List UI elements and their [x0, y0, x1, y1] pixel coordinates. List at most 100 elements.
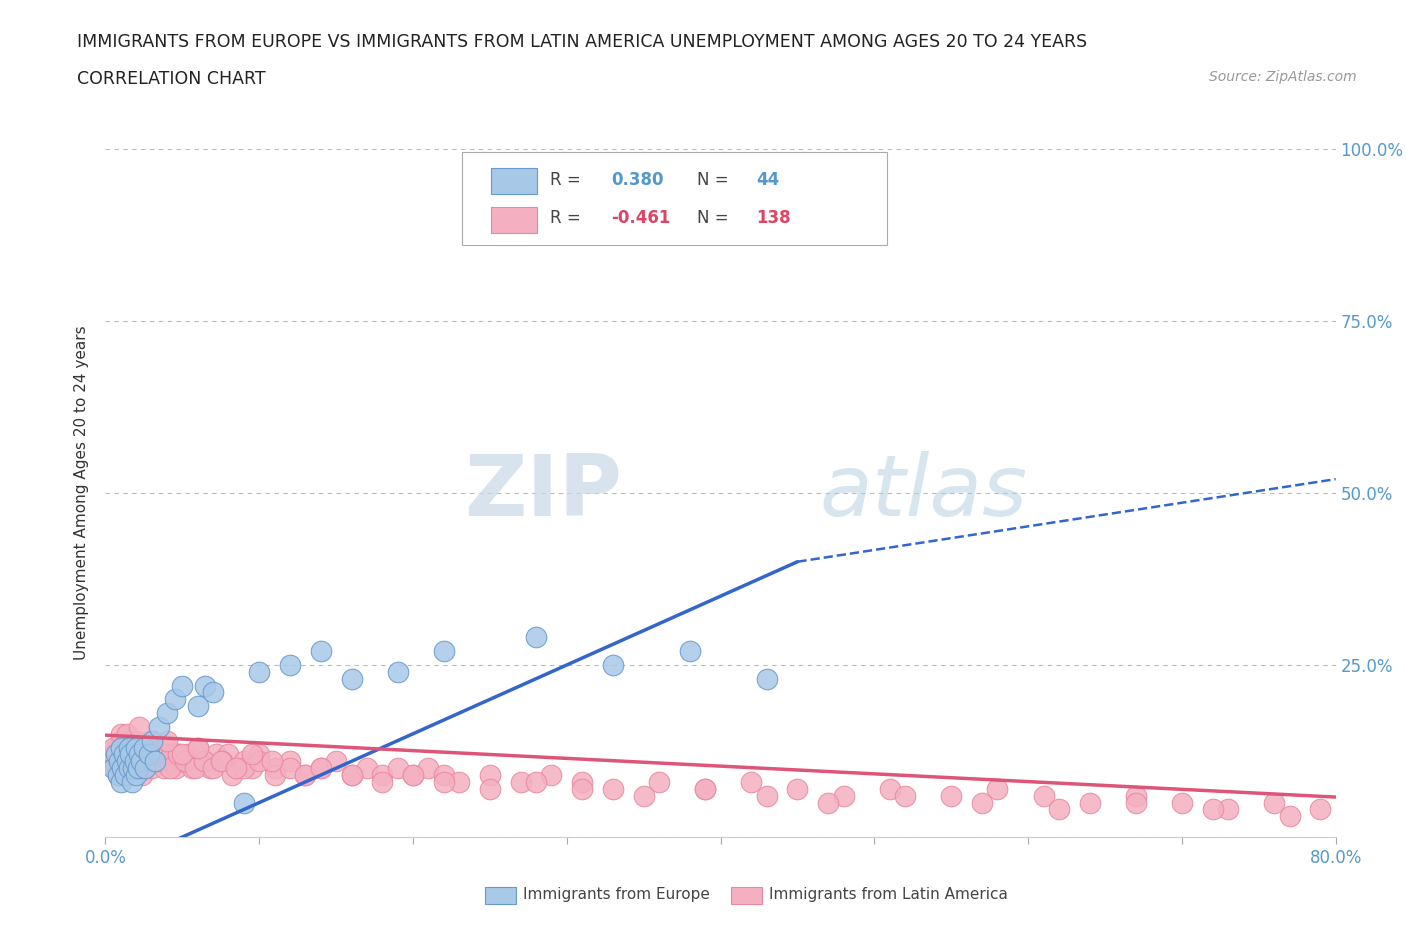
Point	[418, 761, 440, 776]
Point	[260, 754, 283, 769]
Point	[110, 726, 132, 741]
Point	[211, 754, 233, 769]
Text: IMMIGRANTS FROM EUROPE VS IMMIGRANTS FROM LATIN AMERICA UNEMPLOYMENT AMONG AGES : IMMIGRANTS FROM EUROPE VS IMMIGRANTS FRO…	[77, 33, 1087, 50]
Point	[193, 754, 215, 769]
Point	[114, 767, 136, 782]
Point	[125, 767, 148, 782]
Point	[159, 761, 181, 776]
Point	[101, 740, 124, 755]
Point	[193, 754, 215, 769]
Point	[509, 775, 531, 790]
Point	[387, 664, 409, 679]
Point	[1171, 795, 1194, 810]
Point	[159, 754, 181, 769]
Text: N =: N =	[697, 171, 734, 189]
Point	[120, 747, 141, 762]
Point	[232, 761, 254, 776]
Point	[340, 671, 363, 686]
Point	[309, 761, 332, 776]
Point	[141, 761, 163, 776]
Point	[183, 761, 205, 776]
Point	[1032, 789, 1054, 804]
Point	[433, 775, 456, 790]
Point	[153, 761, 176, 776]
Text: CORRELATION CHART: CORRELATION CHART	[77, 70, 266, 87]
Text: N =: N =	[697, 209, 734, 228]
Point	[108, 754, 131, 769]
Point	[1278, 809, 1301, 824]
Point	[122, 747, 145, 762]
Point	[278, 754, 301, 769]
Point	[524, 630, 547, 644]
Point	[125, 761, 148, 776]
Text: 138: 138	[756, 209, 792, 228]
Point	[110, 775, 132, 790]
Point	[134, 761, 156, 776]
Point	[524, 775, 547, 790]
Point	[138, 754, 160, 769]
Point	[1078, 795, 1101, 810]
Point	[124, 754, 146, 769]
Point	[148, 720, 170, 735]
Point	[141, 733, 163, 748]
Point	[198, 761, 221, 776]
Point	[232, 795, 254, 810]
Point	[240, 747, 263, 762]
Point	[127, 761, 149, 776]
Point	[141, 740, 163, 755]
Point	[1216, 802, 1239, 817]
Point	[143, 754, 166, 769]
Point	[941, 789, 963, 804]
Point	[163, 692, 186, 707]
Point	[294, 767, 316, 782]
Point	[309, 761, 332, 776]
Text: R =: R =	[550, 171, 585, 189]
Point	[695, 781, 717, 796]
Point	[187, 698, 209, 713]
FancyBboxPatch shape	[463, 153, 887, 246]
Point	[125, 740, 148, 755]
Point	[202, 761, 225, 776]
Point	[101, 761, 124, 776]
Point	[187, 740, 209, 755]
Point	[122, 761, 145, 776]
Point	[117, 740, 139, 755]
Point	[132, 740, 155, 755]
Point	[755, 789, 778, 804]
Point	[679, 644, 702, 658]
Point	[117, 761, 139, 776]
Point	[232, 754, 254, 769]
Point	[571, 775, 593, 790]
Text: Immigrants from Latin America: Immigrants from Latin America	[769, 887, 1008, 902]
Point	[325, 754, 347, 769]
Point	[263, 767, 285, 782]
Point	[832, 789, 855, 804]
Point	[402, 767, 425, 782]
FancyBboxPatch shape	[491, 168, 537, 194]
Point	[278, 761, 301, 776]
Y-axis label: Unemployment Among Ages 20 to 24 years: Unemployment Among Ages 20 to 24 years	[75, 326, 90, 660]
Point	[138, 747, 160, 762]
Point	[110, 740, 132, 755]
Point	[202, 685, 225, 700]
FancyBboxPatch shape	[491, 207, 537, 233]
Point	[108, 754, 131, 769]
Point	[1201, 802, 1223, 817]
Point	[648, 775, 671, 790]
Point	[986, 781, 1008, 796]
Point	[176, 747, 198, 762]
Point	[371, 775, 394, 790]
Point	[263, 761, 285, 776]
Point	[110, 733, 132, 748]
Point	[169, 747, 191, 762]
Point	[143, 747, 166, 762]
Point	[162, 747, 184, 762]
Point	[1309, 802, 1331, 817]
Point	[105, 740, 128, 755]
Point	[149, 747, 172, 762]
Point	[225, 761, 247, 776]
Point	[817, 795, 839, 810]
Point	[111, 747, 134, 762]
Point	[128, 747, 150, 762]
Point	[340, 767, 363, 782]
